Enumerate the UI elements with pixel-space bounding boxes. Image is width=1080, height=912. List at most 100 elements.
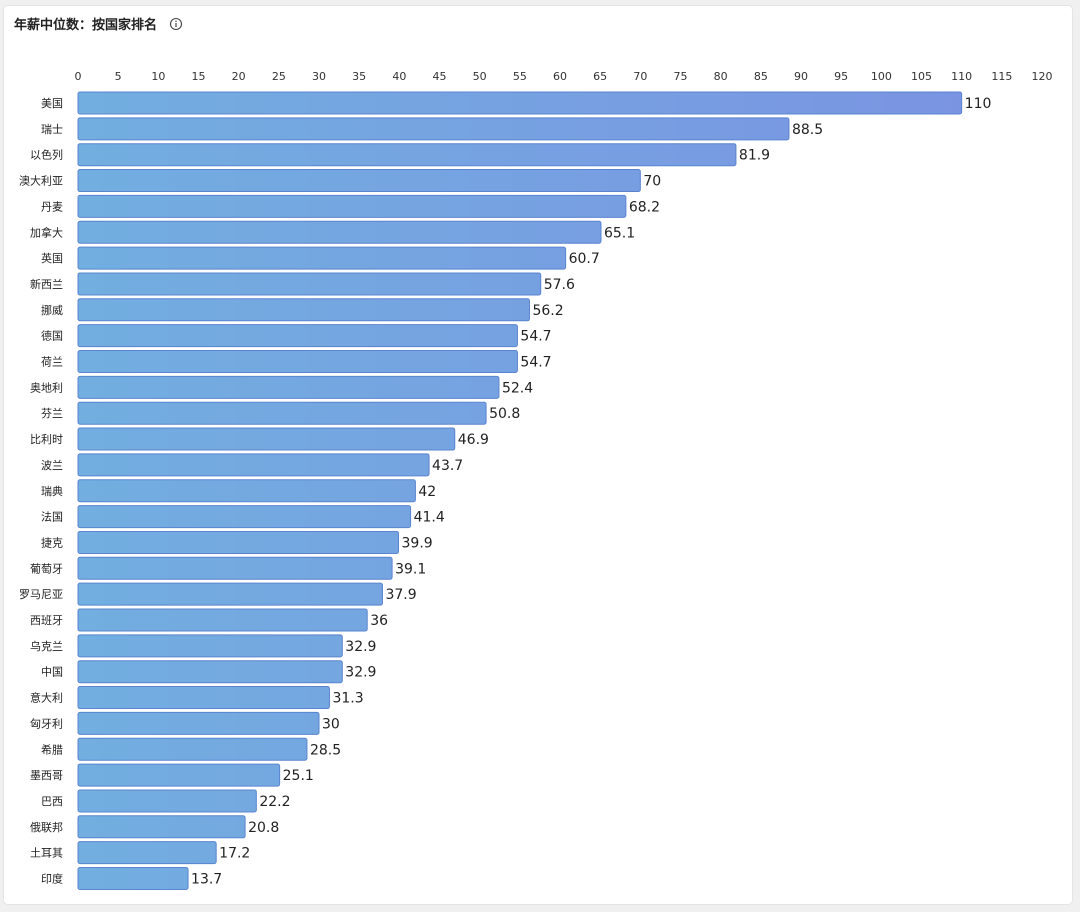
category-label: 瑞典 [41, 484, 63, 498]
x-tick-label: 115 [991, 70, 1012, 83]
category-label: 希腊 [41, 742, 63, 756]
bar-value-label: 30 [322, 716, 340, 732]
bar-value-label: 32.9 [345, 665, 376, 681]
bar[interactable] [77, 143, 737, 167]
bar-value-label: 42 [418, 484, 436, 500]
bar-value-label: 31.3 [332, 691, 363, 707]
bar[interactable] [77, 91, 963, 115]
category-label: 罗马尼亚 [19, 588, 63, 601]
bar-value-label: 110 [965, 96, 992, 112]
x-tick-label: 85 [754, 70, 768, 83]
bar-value-label: 70 [643, 174, 661, 190]
bar-value-label: 46.9 [458, 432, 489, 448]
bar-value-label: 50.8 [489, 406, 520, 422]
category-label: 捷克 [41, 535, 63, 549]
x-tick-label: 45 [433, 70, 447, 83]
bar-value-label: 28.5 [310, 742, 341, 758]
bar-value-label: 56.2 [532, 303, 563, 319]
x-tick-label: 10 [151, 70, 165, 83]
bar[interactable] [77, 272, 542, 296]
category-label: 加拿大 [30, 225, 63, 239]
bar[interactable] [77, 789, 257, 813]
bar[interactable] [77, 711, 320, 735]
bar-value-label: 54.7 [520, 355, 551, 371]
bar[interactable] [77, 117, 790, 141]
bar-value-label: 25.1 [283, 768, 314, 784]
x-tick-label: 65 [593, 70, 607, 83]
x-tick-label: 80 [714, 70, 728, 83]
bar[interactable] [77, 401, 487, 425]
bar[interactable] [77, 453, 430, 477]
x-tick-label: 20 [232, 70, 246, 83]
x-tick-label: 75 [674, 70, 688, 83]
x-tick-label: 105 [911, 70, 932, 83]
bar[interactable] [77, 169, 641, 193]
bar[interactable] [77, 530, 400, 554]
category-label: 葡萄牙 [30, 562, 63, 575]
bar-value-label: 43.7 [432, 458, 463, 474]
bar[interactable] [77, 375, 500, 399]
category-label: 澳大利亚 [19, 174, 63, 188]
bar[interactable] [77, 867, 189, 890]
bar[interactable] [77, 841, 217, 865]
chart-header: 年薪中位数：按国家排名 [14, 14, 183, 33]
bar-value-label: 22.2 [259, 794, 290, 810]
bar[interactable] [77, 505, 412, 529]
bar[interactable] [77, 556, 393, 580]
bar-value-label: 36 [370, 613, 388, 629]
bar[interactable] [77, 815, 246, 839]
bar-value-label: 81.9 [739, 148, 770, 164]
bar[interactable] [77, 324, 518, 348]
category-label: 英国 [41, 251, 63, 265]
category-label: 中国 [41, 666, 63, 679]
bar[interactable] [77, 246, 567, 270]
x-tick-label: 120 [1032, 70, 1053, 83]
bar-value-label: 68.2 [629, 199, 660, 215]
bar-value-label: 41.4 [414, 510, 445, 526]
x-tick-label: 0 [75, 70, 82, 83]
x-tick-label: 110 [951, 70, 972, 83]
bar-value-label: 54.7 [520, 329, 551, 345]
bar[interactable] [77, 350, 518, 373]
category-label: 以色列 [30, 148, 63, 162]
bar-value-label: 39.9 [402, 535, 433, 551]
category-label: 法国 [41, 510, 63, 524]
bar[interactable] [77, 634, 343, 658]
bar[interactable] [77, 298, 530, 322]
category-label: 乌克兰 [30, 639, 63, 653]
category-label: 意大利 [30, 691, 63, 705]
bar[interactable] [77, 686, 330, 710]
bar[interactable] [77, 660, 343, 684]
category-label: 俄联邦 [30, 821, 63, 834]
category-label: 丹麦 [41, 200, 63, 213]
info-circle-icon[interactable] [169, 17, 183, 31]
category-label: 波兰 [41, 459, 63, 472]
bar[interactable] [77, 479, 416, 503]
x-tick-label: 90 [794, 70, 808, 83]
x-tick-label: 70 [633, 70, 647, 83]
bar-value-label: 52.4 [502, 380, 533, 396]
bar[interactable] [77, 427, 456, 451]
x-tick-label: 30 [312, 70, 326, 83]
category-label: 荷兰 [41, 356, 63, 369]
x-tick-label: 95 [834, 70, 848, 83]
bar[interactable] [77, 608, 368, 632]
bar-value-label: 17.2 [219, 846, 250, 862]
x-tick-label: 55 [513, 70, 527, 83]
bar[interactable] [77, 220, 602, 244]
bar-value-label: 20.8 [248, 820, 279, 836]
bar[interactable] [77, 763, 281, 787]
bar[interactable] [77, 194, 627, 218]
x-tick-label: 100 [871, 70, 892, 83]
category-label: 美国 [41, 97, 63, 110]
bar-value-label: 57.6 [544, 277, 575, 293]
bar-value-label: 39.1 [395, 561, 426, 577]
bar[interactable] [77, 737, 308, 761]
bar-value-label: 13.7 [191, 872, 222, 888]
bar-value-label: 88.5 [792, 122, 823, 138]
category-label: 印度 [41, 872, 63, 886]
bar[interactable] [77, 582, 383, 606]
category-label: 挪威 [41, 303, 63, 317]
bar-value-label: 32.9 [345, 639, 376, 655]
